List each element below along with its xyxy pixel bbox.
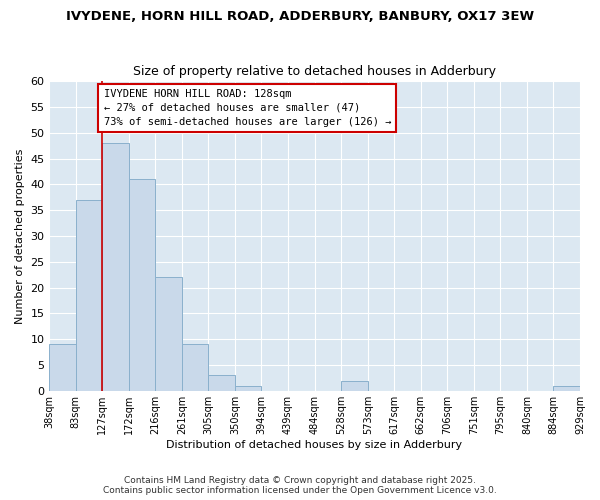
X-axis label: Distribution of detached houses by size in Adderbury: Distribution of detached houses by size … [166, 440, 463, 450]
Bar [208, 376, 235, 391]
Bar [76, 200, 102, 391]
Text: IVYDENE HORN HILL ROAD: 128sqm
← 27% of detached houses are smaller (47)
73% of : IVYDENE HORN HILL ROAD: 128sqm ← 27% of … [104, 89, 391, 127]
Text: IVYDENE, HORN HILL ROAD, ADDERBURY, BANBURY, OX17 3EW: IVYDENE, HORN HILL ROAD, ADDERBURY, BANB… [66, 10, 534, 23]
Bar [182, 344, 208, 391]
Bar [553, 386, 580, 391]
Bar [235, 386, 261, 391]
Text: Contains HM Land Registry data © Crown copyright and database right 2025.
Contai: Contains HM Land Registry data © Crown c… [103, 476, 497, 495]
Bar [341, 380, 368, 391]
Bar [49, 344, 76, 391]
Bar [155, 278, 182, 391]
Title: Size of property relative to detached houses in Adderbury: Size of property relative to detached ho… [133, 66, 496, 78]
Y-axis label: Number of detached properties: Number of detached properties [15, 148, 25, 324]
Bar [102, 143, 129, 391]
Bar [129, 179, 155, 391]
